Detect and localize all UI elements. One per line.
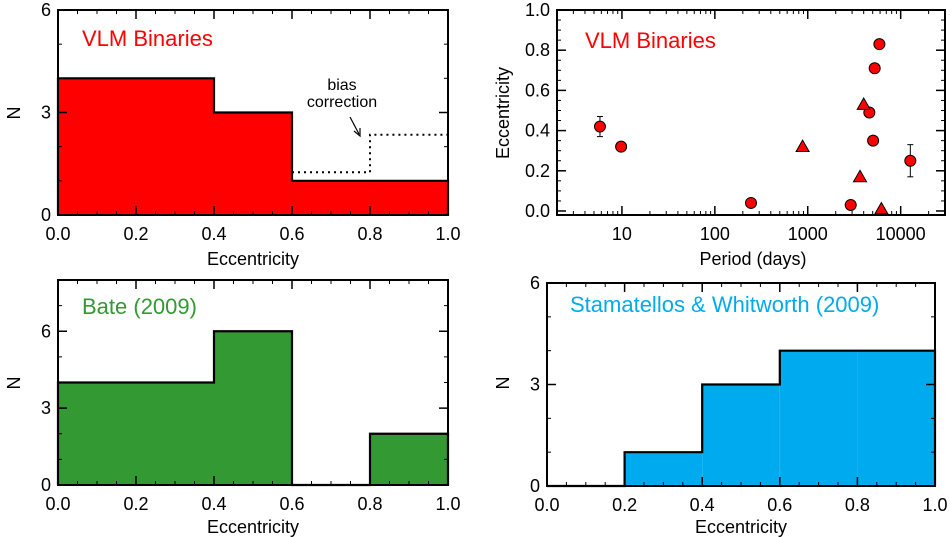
- y-axis-label: N: [493, 377, 513, 390]
- x-axis-label: Period (days): [699, 249, 806, 269]
- histogram-bar: [214, 112, 292, 215]
- data-point-circle: [593, 120, 606, 133]
- histogram-bar: [370, 180, 448, 215]
- histogram-bar: [292, 180, 370, 215]
- histogram-bar: [58, 382, 136, 485]
- bias-correction-line: [292, 133, 448, 174]
- x-tick-label: 0.2: [123, 224, 148, 244]
- x-axis-label: Eccentricity: [207, 249, 299, 269]
- data-point-circle: [745, 196, 758, 209]
- y-tick-label: 6: [41, 321, 51, 341]
- data-point-circle: [844, 198, 857, 211]
- y-tick-label: 6: [530, 273, 540, 293]
- data-point-triangle: [852, 169, 868, 183]
- histogram-bar: [370, 433, 448, 485]
- x-tick-label: 0.4: [690, 495, 715, 515]
- correction-label: correction: [307, 94, 377, 111]
- x-tick-label: 0.6: [279, 494, 304, 514]
- y-axis-label: Eccentricity: [493, 67, 513, 159]
- chart-title: VLM Binaries: [585, 28, 716, 53]
- data-point-circle: [904, 154, 917, 167]
- y-tick-label: 6: [41, 0, 51, 20]
- y-axis-label: N: [4, 377, 24, 390]
- x-axis-label: Eccentricity: [207, 517, 299, 537]
- x-tick-label: 0.8: [357, 494, 382, 514]
- y-tick-label: 0.6: [525, 80, 550, 100]
- x-tick-label: 0.0: [45, 494, 70, 514]
- x-tick-label: 0.4: [201, 224, 226, 244]
- histogram-bar: [702, 384, 780, 486]
- plot-frame: [556, 9, 946, 216]
- x-tick-label: 10: [612, 224, 632, 244]
- y-axis-label: N: [4, 107, 24, 120]
- x-tick-label: 0.8: [845, 495, 870, 515]
- y-tick-label: 3: [41, 398, 51, 418]
- histogram-bar: [214, 331, 292, 485]
- y-tick-label: 0: [41, 475, 51, 495]
- x-tick-label: 0.0: [534, 495, 559, 515]
- panel-stamatellos-whitworth-2009-histogram: 0.0 0.2 0.4 0.6 0.8 1.0 0 3 6 Stamatellos & Whit…: [493, 273, 948, 537]
- panel-vlm-eccentricity-histogram: 0.0 0.2 0.4 0.6 0.8 1.0 0 3 6 VLM Binaries Eccen…: [4, 0, 461, 269]
- y-tick-label: 3: [41, 103, 51, 123]
- plot-frame: [546, 282, 936, 487]
- histogram-bar: [136, 382, 214, 485]
- chart-title: Bate (2009): [82, 294, 197, 319]
- plot-frame: [57, 279, 449, 486]
- x-tick-label: 10000: [876, 224, 926, 244]
- x-tick-label: 1000: [788, 224, 828, 244]
- data-point-circle: [615, 140, 628, 153]
- histogram-outline: [56, 77, 450, 215]
- x-tick-label: 0.8: [357, 224, 382, 244]
- y-tick-label: 0.2: [525, 161, 550, 181]
- x-tick-label: 0.6: [279, 224, 304, 244]
- bias-label: bias: [327, 77, 356, 94]
- histogram-bar: [779, 350, 858, 486]
- data-point-circle: [873, 38, 886, 51]
- chart-title: Stamatellos & Whitworth (2009): [570, 292, 879, 317]
- x-tick-label: 1.0: [435, 224, 460, 244]
- y-tick-label: 0: [530, 476, 540, 496]
- x-tick-label: 1.0: [435, 494, 460, 514]
- histogram-bar: [136, 78, 214, 215]
- histogram-outline: [547, 349, 937, 488]
- histogram-bar: [857, 350, 935, 486]
- y-tick-label: 0.8: [525, 40, 550, 60]
- x-tick-label: 0.0: [45, 224, 70, 244]
- data-point-triangle: [795, 139, 810, 153]
- x-tick-label: 0.6: [767, 495, 792, 515]
- y-tick-label: 0.4: [525, 121, 550, 141]
- panel-bate-2009-histogram: 0.0 0.2 0.4 0.6 0.8 1.0 0 3 6 Bate (2009) Eccent…: [4, 279, 461, 537]
- x-axis-label: Eccentricity: [695, 517, 787, 537]
- panel-eccentricity-vs-period: 10 100 1000 10000 0.0 0.2 0.4 0.6 0.8 1.0 VLM Bin…: [493, 0, 946, 269]
- data-point-circle: [867, 134, 880, 147]
- histogram-bar: [58, 78, 136, 215]
- y-tick-label: 0: [41, 205, 51, 225]
- histogram-bar: [624, 452, 703, 486]
- chart-title: VLM Binaries: [82, 26, 213, 51]
- x-tick-label: 0.2: [123, 494, 148, 514]
- x-tick-label: 0.2: [612, 495, 637, 515]
- bias-arrow-head: [353, 128, 361, 138]
- x-tick-label: 0.4: [201, 494, 226, 514]
- bias-correction-annotation: bias correction: [307, 77, 377, 138]
- y-tick-label: 3: [530, 375, 540, 395]
- data-point-triangle: [856, 96, 872, 110]
- histogram-outline: [56, 330, 450, 487]
- y-tick-label: 0.0: [525, 201, 550, 221]
- x-tick-label: 1.0: [922, 495, 947, 515]
- y-tick-label: 1.0: [525, 0, 550, 20]
- data-point-triangle: [874, 201, 889, 215]
- bias-arrow-shaft: [349, 116, 360, 135]
- x-tick-label: 100: [700, 224, 730, 244]
- plot-frame: [57, 9, 449, 216]
- data-point-circle: [868, 62, 881, 75]
